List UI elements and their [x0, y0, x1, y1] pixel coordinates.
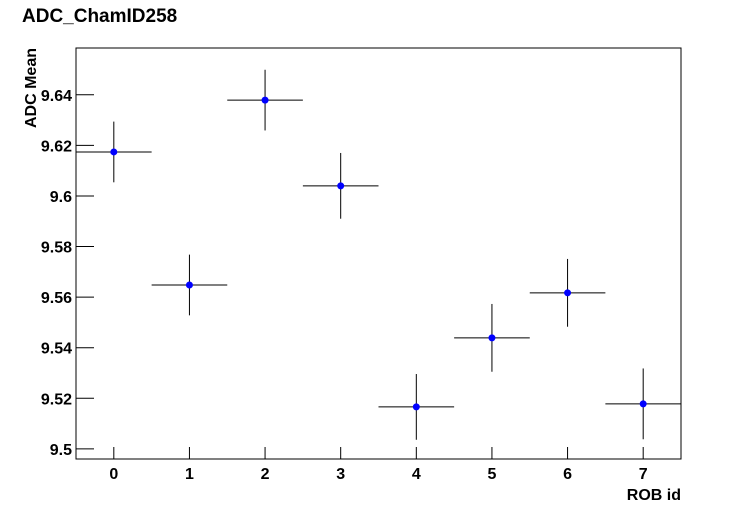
- chart-title: ADC_ChamID258: [22, 6, 177, 27]
- x-tick-label: 7: [639, 466, 648, 483]
- y-tick-label: 9.5: [50, 442, 72, 459]
- data-point: [261, 96, 269, 104]
- data-point: [412, 403, 420, 411]
- x-axis-label: ROB id: [627, 487, 681, 504]
- x-tick-label: 2: [261, 466, 270, 483]
- y-tick-label: 9.58: [41, 240, 72, 257]
- data-point: [639, 400, 647, 408]
- y-tick-label: 9.6: [50, 189, 72, 206]
- x-tick-label: 5: [487, 466, 496, 483]
- x-tick-label: 3: [336, 466, 345, 483]
- x-tick-label: 4: [412, 466, 421, 483]
- y-tick-label: 9.54: [41, 341, 72, 358]
- y-tick-label: 9.56: [41, 290, 72, 307]
- x-tick-label: 6: [563, 466, 572, 483]
- data-point: [337, 182, 345, 190]
- data-point: [185, 281, 193, 289]
- y-axis-label: ADC Mean: [23, 48, 40, 128]
- data-point: [110, 148, 118, 156]
- y-tick-label: 9.62: [41, 138, 72, 155]
- x-tick-label: 0: [109, 466, 118, 483]
- x-tick-label: 1: [185, 466, 194, 483]
- data-point: [488, 334, 496, 342]
- data-point: [564, 289, 572, 297]
- plot-frame: [75, 47, 682, 460]
- y-tick-label: 9.64: [41, 88, 72, 105]
- y-tick-label: 9.52: [41, 391, 72, 408]
